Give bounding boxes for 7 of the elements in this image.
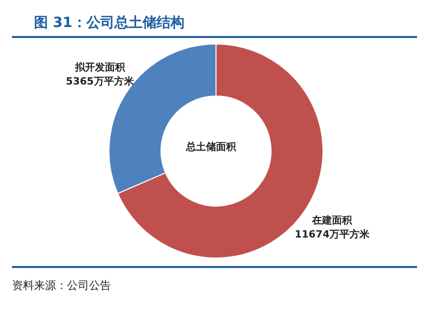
- data-label: 5365万平方米: [66, 76, 135, 88]
- data-label: 11674万平方米: [294, 228, 371, 240]
- slice-label: 在建面积: [311, 214, 354, 226]
- slice-label: 拟开发面积: [74, 62, 126, 74]
- text: 总土储面积: [185, 141, 237, 153]
- chart-title: 图 31：公司总土储结构: [12, 8, 417, 38]
- text: 资料来源：公司公告: [12, 278, 112, 293]
